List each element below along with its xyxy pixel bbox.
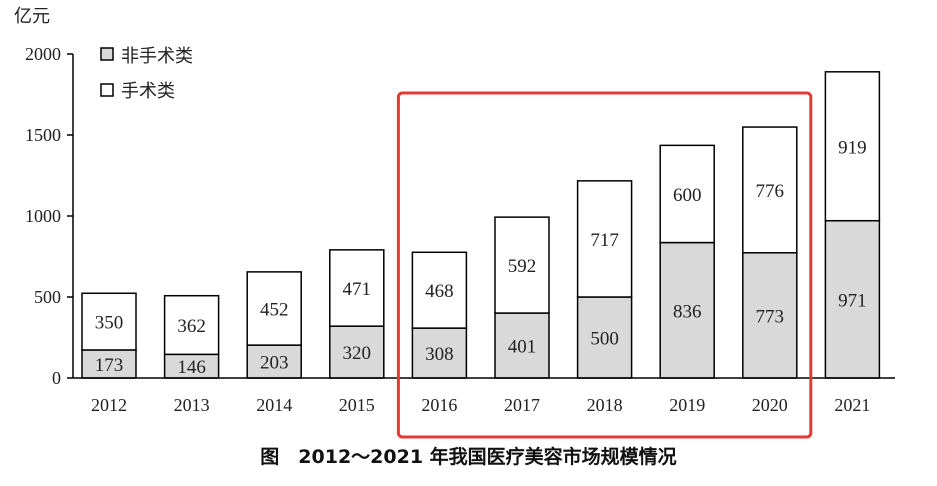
bar-non-surgical (824, 219, 881, 379)
x-tick-label: 2021 (834, 395, 870, 415)
x-axis: 2012 2013 2014 2015 2016 2017 2018 2019 2020 2021 (73, 377, 895, 415)
y-axis-unit: 亿元 (14, 6, 50, 27)
y-tick-label: 0 (52, 368, 61, 388)
highlight-box (396, 91, 813, 439)
x-tick-label: 2015 (339, 395, 375, 415)
bar-non-surgical (411, 327, 468, 379)
data-label-non-surgical: 308 (425, 344, 454, 365)
data-label-non-surgical: 773 (756, 306, 785, 327)
legend-swatch-non-surgical (100, 47, 114, 61)
data-label-non-surgical: 401 (508, 337, 537, 358)
y-tick-label: 1500 (25, 125, 61, 145)
data-label-surgical: 600 (673, 185, 702, 206)
y-tick-label: 2000 (25, 44, 61, 64)
data-label-non-surgical: 146 (177, 357, 206, 378)
data-label-surgical: 717 (590, 230, 619, 251)
y-axis: 0 500 1000 1500 2000 (25, 44, 74, 388)
data-label-non-surgical: 173 (95, 355, 124, 376)
legend-label-non-surgical: 非手术类 (121, 46, 193, 67)
bar-surgical (576, 180, 633, 298)
bar-surgical (411, 251, 468, 329)
x-tick-label: 2013 (174, 395, 210, 415)
bar-non-surgical (742, 252, 798, 379)
data-label-surgical: 471 (343, 279, 372, 300)
data-label-non-surgical: 836 (673, 301, 702, 322)
data-label-non-surgical: 500 (590, 329, 619, 350)
data-label-surgical: 592 (508, 256, 537, 277)
legend-label-surgical: 手术类 (121, 81, 175, 102)
bar-surgical (742, 126, 798, 254)
y-tick-label: 1000 (25, 206, 61, 226)
data-label-non-surgical: 971 (838, 290, 867, 311)
x-tick-label: 2017 (504, 395, 540, 415)
bar-surgical (246, 271, 302, 346)
figure-caption: 图 2012～2021 年我国医疗美容市场规模情况 (260, 446, 677, 468)
x-tick-label: 2016 (421, 395, 457, 415)
data-label-non-surgical: 320 (343, 343, 372, 364)
bars: 173 350 146 362 203 452 320 471 308 468 401 592 500 7… (81, 71, 881, 379)
x-tick-label: 2020 (752, 395, 788, 415)
bar-surgical (329, 249, 385, 327)
data-label-surgical: 468 (425, 281, 454, 302)
data-label-surgical: 776 (756, 181, 785, 202)
bar-non-surgical (576, 296, 633, 379)
legend-swatch-surgical (100, 83, 114, 97)
legend: 非手术类 手术类 (100, 46, 193, 102)
data-label-surgical: 362 (177, 316, 206, 337)
bar-surgical (824, 71, 881, 222)
x-tick-label: 2019 (669, 395, 705, 415)
data-label-surgical: 919 (838, 137, 867, 158)
bar-surgical (494, 216, 550, 314)
x-tick-label: 2018 (587, 395, 623, 415)
x-tick-label: 2014 (256, 395, 292, 415)
bar-non-surgical (659, 241, 715, 379)
bar-surgical (163, 294, 220, 356)
data-label-non-surgical: 203 (260, 353, 289, 374)
x-tick-label: 2012 (91, 395, 127, 415)
bar-surgical (659, 144, 715, 244)
y-tick-label: 500 (34, 287, 61, 307)
data-label-surgical: 350 (95, 313, 124, 334)
data-label-surgical: 452 (260, 300, 289, 321)
bar-surgical (81, 292, 137, 351)
